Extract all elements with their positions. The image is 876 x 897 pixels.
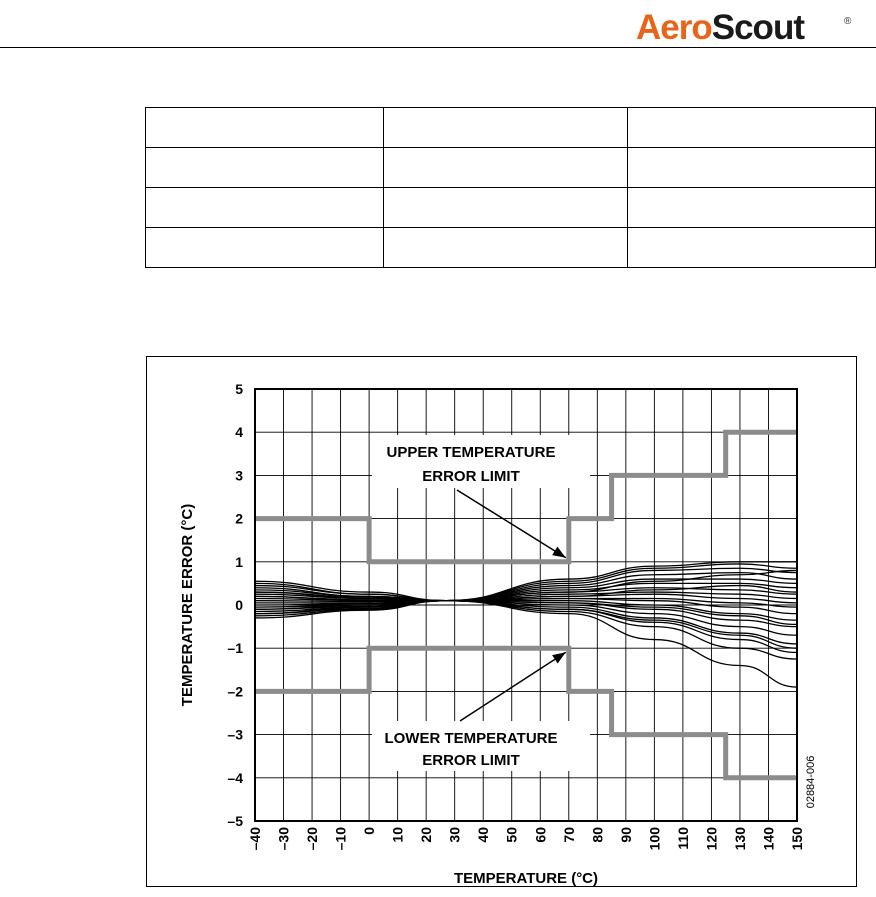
annotation-arrow-line	[459, 651, 567, 722]
error-curve	[254, 593, 798, 621]
x-tick-label: 50	[504, 827, 520, 843]
table-cell	[145, 187, 384, 228]
upper-error-limit-line	[255, 429, 797, 565]
y-tick-label: 2	[235, 511, 243, 527]
logo-accent-text: Aero	[636, 8, 713, 47]
annotation-arrow-line	[456, 489, 567, 559]
annotation-arrowhead	[552, 652, 566, 664]
annotation-text: LOWER TEMPERATURE	[384, 730, 557, 747]
error-curve	[254, 595, 798, 626]
annotation-background	[372, 721, 590, 771]
x-tick-label: 120	[703, 827, 719, 851]
table-row	[145, 147, 876, 188]
error-curve	[254, 567, 798, 615]
y-tick-label: 5	[235, 381, 243, 397]
table-cell	[145, 227, 384, 268]
x-tick-label: 20	[418, 827, 434, 843]
header-rule	[0, 47, 876, 48]
y-tick-label: 0	[235, 597, 243, 613]
annotation-arrowhead	[552, 546, 566, 558]
x-axis-label: TEMPERATURE (°C)	[454, 870, 598, 887]
x-tick-label: 130	[732, 827, 748, 851]
x-tick-label: –40	[247, 827, 263, 851]
upper-limit-annotation: UPPER TEMPERATURE ERROR LIMIT	[372, 435, 590, 559]
annotation-text: ERROR LIMIT	[422, 752, 520, 769]
x-tick-label: 30	[447, 827, 463, 843]
registered-mark: ®	[844, 16, 851, 27]
table-row	[145, 107, 876, 148]
plot-frame	[254, 388, 798, 822]
x-tick-label: 10	[390, 827, 406, 843]
x-tick-label: 70	[561, 827, 577, 843]
error-curve	[254, 563, 798, 617]
empty-table	[145, 107, 876, 268]
y-tick-label: –5	[227, 813, 243, 829]
x-tick-label: –30	[276, 827, 292, 851]
x-tick-label: 150	[789, 827, 805, 851]
y-tick-label: –4	[227, 770, 243, 786]
annotation-text: ERROR LIMIT	[422, 468, 520, 485]
error-curve	[254, 561, 797, 619]
y-tick-label: –2	[227, 683, 243, 699]
error-curve	[254, 578, 798, 610]
error-curve	[254, 569, 798, 615]
table-cell	[627, 107, 876, 148]
error-curve	[254, 589, 798, 636]
y-tick-label: 1	[235, 554, 243, 570]
error-curve	[254, 591, 798, 604]
x-tick-label: –10	[333, 827, 349, 851]
error-curve	[254, 584, 798, 610]
annotation-background	[372, 435, 590, 488]
y-axis-label: TEMPERATURE ERROR (°C)	[179, 504, 196, 706]
table-cell	[145, 107, 384, 148]
x-tick-label: 80	[589, 827, 605, 843]
y-tick-label: –1	[227, 640, 243, 656]
x-tick-label: –20	[304, 827, 320, 851]
x-tick-label: 100	[646, 827, 662, 851]
table-row	[145, 227, 876, 268]
x-tick-label: 60	[532, 827, 548, 843]
x-tick-label: 140	[760, 827, 776, 851]
table-cell	[627, 187, 876, 228]
table-cell	[382, 227, 629, 268]
error-curve	[254, 591, 798, 649]
y-tick-label: –3	[227, 727, 243, 743]
lower-error-limit-line	[255, 645, 797, 781]
x-tick-label: 90	[618, 827, 634, 843]
figure-frame: 5 4 3 2 1 0 –1 –2 –3 –4 –5 –40 –30 –20 –10 0 10 20 30 40 50 6…	[146, 356, 857, 887]
lower-limit-annotation: LOWER TEMPERATURE ERROR LIMIT	[372, 651, 590, 771]
table-row	[145, 187, 876, 228]
table-cell	[382, 187, 629, 228]
table-cell	[382, 107, 629, 148]
annotation-text: UPPER TEMPERATURE	[387, 444, 556, 461]
figure-code: 02884-006	[805, 756, 817, 809]
curves	[254, 561, 798, 688]
error-curve	[254, 580, 798, 688]
x-tick-label: 40	[475, 827, 491, 843]
logo-main-text: Scout	[711, 8, 805, 47]
x-tick-label: 110	[675, 827, 691, 850]
aeroscout-logo: AeroScout ®	[636, 8, 851, 48]
y-tick-label: 4	[235, 424, 243, 440]
table-cell	[627, 227, 876, 268]
y-tick-label: 3	[235, 467, 243, 483]
table-cell	[627, 147, 876, 188]
table-cell	[145, 147, 384, 188]
x-tick-label: 0	[361, 827, 377, 835]
table-cell	[382, 147, 629, 188]
